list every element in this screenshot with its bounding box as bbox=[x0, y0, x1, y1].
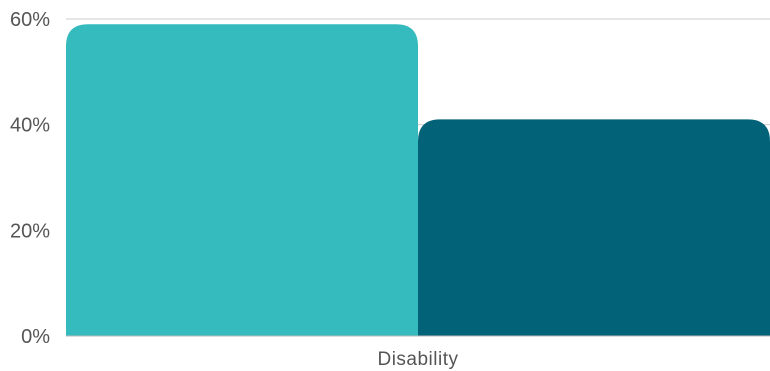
x-category-label: Disability bbox=[377, 349, 458, 370]
x-axis-category-labels: Disability bbox=[377, 349, 458, 370]
bars bbox=[66, 24, 770, 337]
y-tick-label: 60% bbox=[10, 9, 50, 31]
bar-series-2 bbox=[418, 119, 770, 336]
y-tick-label: 0% bbox=[21, 326, 50, 348]
y-tick-label: 40% bbox=[10, 115, 50, 137]
y-tick-label: 20% bbox=[10, 220, 50, 242]
y-axis-tick-labels: 0% 20% 40% 60% bbox=[10, 9, 50, 348]
bar-series-1 bbox=[66, 24, 418, 337]
